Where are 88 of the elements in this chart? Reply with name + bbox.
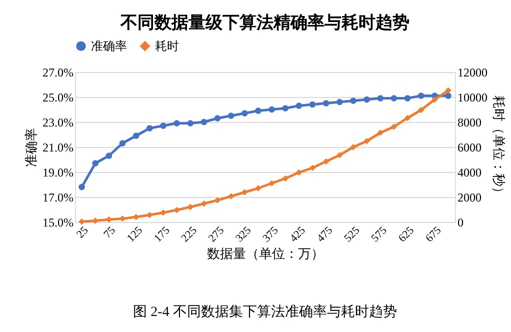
point bbox=[160, 209, 166, 216]
point bbox=[241, 110, 248, 116]
y2-tick-label: 10000 bbox=[458, 90, 488, 104]
chart-title: 不同数据量级下算法精确率与耗时趋势 bbox=[120, 13, 410, 32]
x-tick-label: 675 bbox=[423, 224, 444, 245]
point bbox=[322, 158, 330, 165]
x-tick-label: 525 bbox=[342, 224, 363, 245]
point bbox=[390, 124, 398, 130]
y2-tick-label: 2000 bbox=[458, 190, 482, 204]
point bbox=[322, 100, 330, 106]
x-tick-label: 175 bbox=[152, 224, 173, 245]
point bbox=[174, 120, 180, 126]
point bbox=[296, 169, 302, 176]
y-tick-label: 15.0% bbox=[42, 216, 74, 230]
point bbox=[146, 125, 153, 132]
point bbox=[336, 98, 343, 106]
point bbox=[92, 218, 99, 224]
point bbox=[445, 87, 452, 94]
point bbox=[404, 114, 411, 122]
y2-axis-title: 耗时（单位：秒） bbox=[492, 96, 506, 200]
x-tick-label: 25 bbox=[74, 224, 92, 241]
point bbox=[132, 214, 140, 220]
y-axis-title: 准确率 bbox=[24, 128, 39, 167]
point bbox=[404, 95, 411, 102]
y-tick-label: 21.0% bbox=[42, 140, 74, 154]
point bbox=[174, 206, 180, 214]
point bbox=[255, 185, 262, 192]
point bbox=[431, 96, 438, 103]
legend-label: 准确率 bbox=[91, 39, 127, 54]
x-tick-label: 325 bbox=[233, 224, 254, 245]
point bbox=[336, 152, 343, 158]
y2-tick-label: 12000 bbox=[458, 66, 488, 80]
point bbox=[92, 160, 99, 166]
point bbox=[78, 218, 85, 225]
y-tick-label: 25.0% bbox=[42, 90, 74, 104]
x-tick-label: 425 bbox=[288, 224, 308, 245]
x-tick-label: 575 bbox=[369, 224, 390, 245]
point bbox=[268, 106, 275, 113]
point bbox=[282, 175, 289, 182]
point bbox=[214, 197, 221, 204]
point bbox=[187, 204, 194, 210]
point bbox=[418, 92, 424, 99]
y2-tick-label: 4000 bbox=[458, 166, 482, 180]
point bbox=[364, 138, 370, 144]
y-tick-label: 17.0% bbox=[42, 190, 74, 204]
point bbox=[445, 92, 452, 99]
point bbox=[309, 101, 316, 108]
point bbox=[228, 112, 234, 119]
point bbox=[214, 115, 221, 122]
x-tick-label: 125 bbox=[124, 224, 146, 245]
point bbox=[160, 122, 166, 129]
y2-tick-label: 0 bbox=[458, 216, 464, 230]
point bbox=[228, 193, 234, 200]
x-tick-label: 75 bbox=[102, 224, 118, 241]
x-tick-label: 225 bbox=[179, 224, 200, 245]
point bbox=[350, 144, 356, 150]
point bbox=[106, 152, 112, 159]
y-tick-label: 19.0% bbox=[42, 166, 74, 180]
point bbox=[241, 189, 248, 196]
legend-label: 耗时 bbox=[155, 39, 179, 54]
point bbox=[350, 98, 356, 104]
point bbox=[78, 184, 85, 190]
y-tick-label: 27.0% bbox=[42, 66, 74, 80]
point bbox=[187, 120, 194, 126]
y-tick-label: 23.0% bbox=[42, 116, 74, 130]
x-tick-label: 275 bbox=[206, 224, 227, 245]
point bbox=[132, 132, 140, 139]
point bbox=[418, 106, 424, 114]
point bbox=[268, 180, 275, 186]
point bbox=[364, 96, 370, 103]
caption: 图 2-4 不同数据集下算法准确率与耗时趋势 bbox=[133, 304, 397, 320]
y2-tick-label: 6000 bbox=[458, 140, 482, 154]
x-axis-title: 数据量（单位：万） bbox=[207, 246, 324, 261]
point bbox=[309, 164, 316, 172]
point bbox=[119, 140, 126, 146]
x-tick-label: 375 bbox=[260, 224, 282, 245]
point bbox=[255, 108, 262, 114]
y2-tick-label: 8000 bbox=[458, 116, 482, 130]
point bbox=[377, 130, 384, 136]
point bbox=[200, 118, 208, 126]
point bbox=[377, 95, 384, 102]
x-tick-label: 625 bbox=[396, 224, 417, 245]
point bbox=[296, 102, 302, 109]
point bbox=[282, 105, 289, 112]
x-tick-label: 475 bbox=[314, 224, 336, 245]
point bbox=[146, 212, 153, 218]
point bbox=[200, 200, 208, 207]
point bbox=[390, 95, 398, 102]
